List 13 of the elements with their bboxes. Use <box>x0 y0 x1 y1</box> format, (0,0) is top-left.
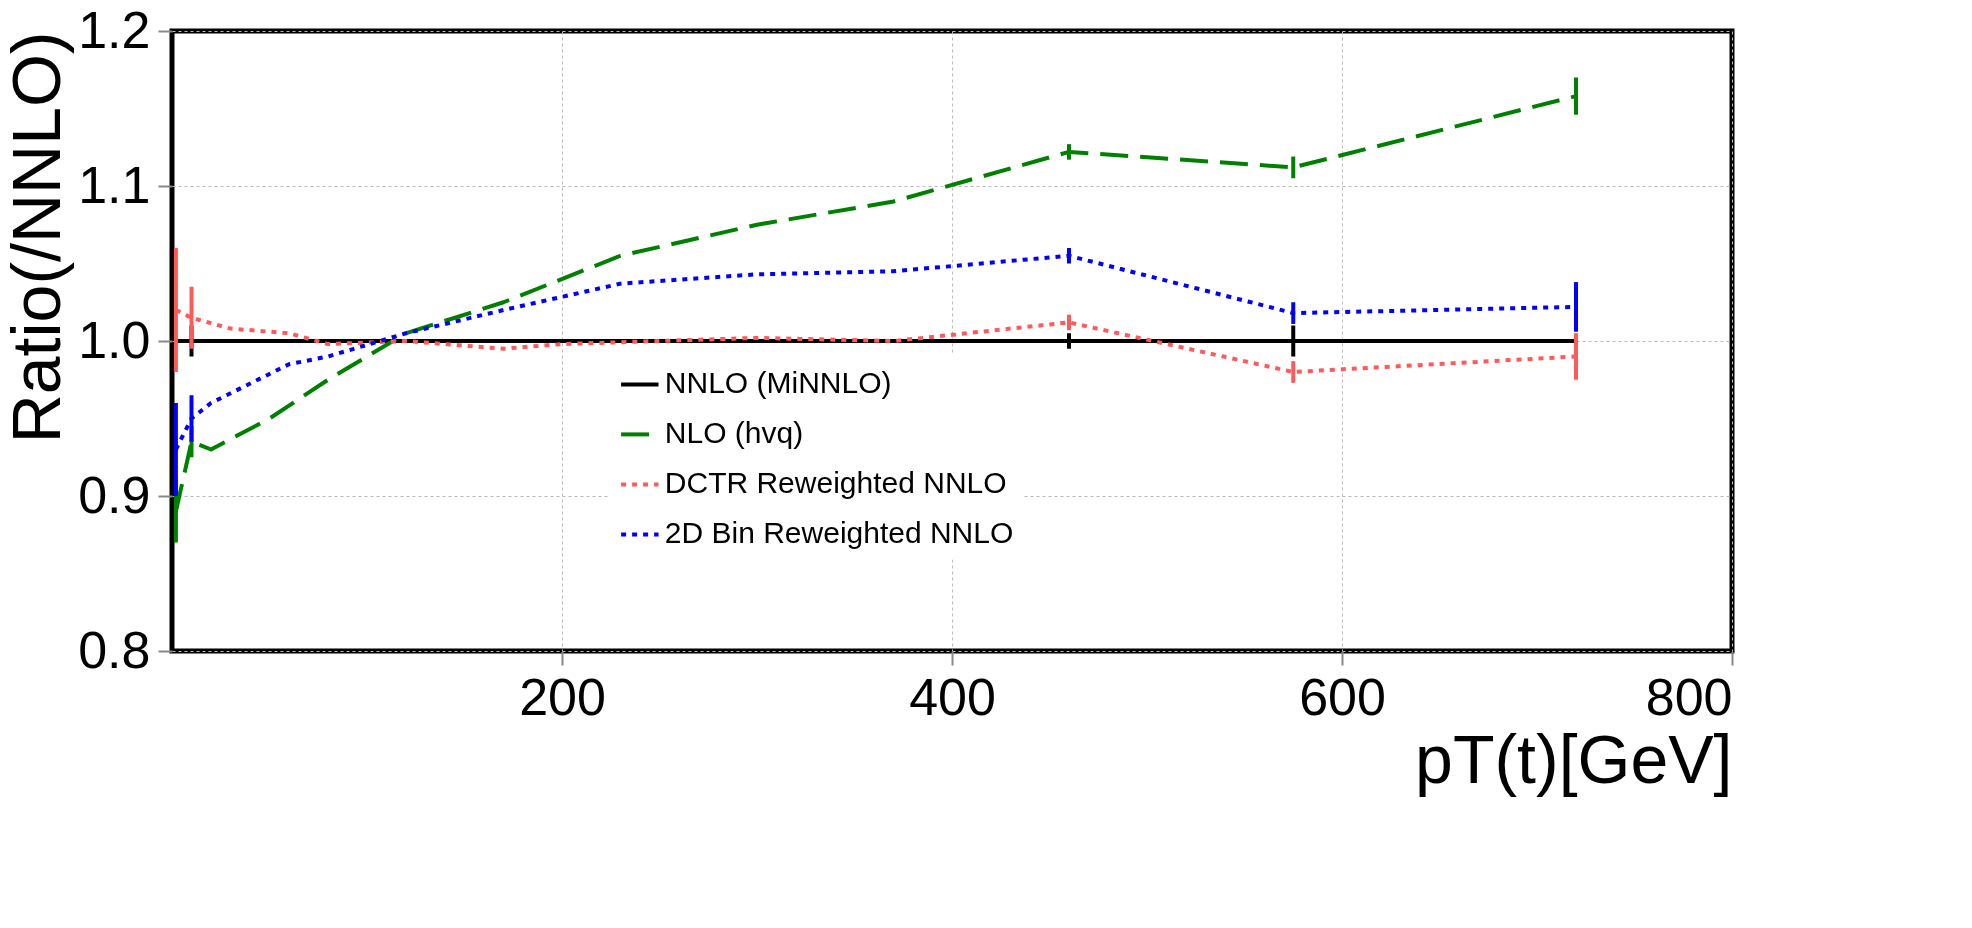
x-tick-label: 600 <box>1299 667 1386 726</box>
y-tick-label: 1.1 <box>78 155 151 214</box>
legend-label: NLO (hvq) <box>664 416 804 450</box>
y-tick-label: 0.9 <box>78 465 151 524</box>
x-tick-label: 200 <box>519 667 606 726</box>
y-tick-label: 0.8 <box>78 620 151 679</box>
legend-label: DCTR Reweighted NNLO <box>664 466 1007 500</box>
y-tick-label: 1.0 <box>78 310 151 369</box>
y-axis-title: Ratio(/NNLO) <box>0 31 75 444</box>
y-tick-label: 1.2 <box>78 0 151 59</box>
legend-label: NNLO (MiNNLO) <box>664 366 892 400</box>
legend-label: 2D Bin Reweighted NNLO <box>664 516 1014 550</box>
x-tick-label: 400 <box>909 667 996 726</box>
